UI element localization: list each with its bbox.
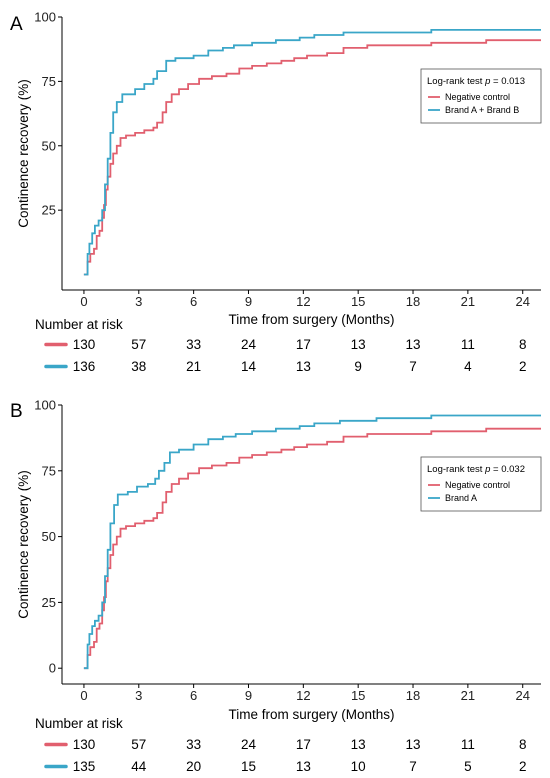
risk-value: 9: [354, 359, 362, 374]
risk-value: 8: [519, 737, 527, 752]
legend-entry: Negative control: [445, 480, 510, 490]
risk-value: 17: [296, 337, 311, 352]
risk-value: 57: [131, 737, 146, 752]
risk-value: 7: [409, 359, 417, 374]
y-tick-label: 0: [49, 661, 56, 676]
x-tick-label: 6: [190, 688, 197, 703]
x-tick-label: 9: [245, 688, 252, 703]
legend-title-p: p: [484, 76, 490, 87]
risk-value: 135: [73, 759, 96, 774]
risk-value: 17: [296, 737, 311, 752]
y-tick-label: 100: [34, 10, 56, 25]
legend: Log-rank test p = 0.032 Negative control B…: [420, 456, 542, 512]
risk-value: 11: [461, 737, 475, 752]
risk-value: 44: [131, 759, 147, 774]
legend-title-prefix: Log-rank test: [427, 76, 485, 87]
y-tick-label: 75: [42, 463, 56, 478]
legend-title: Log-rank test p = 0.032: [427, 464, 525, 475]
panel-label: B: [10, 401, 23, 422]
risk-table-title: Number at risk: [35, 317, 123, 332]
x-tick-label: 0: [80, 688, 87, 703]
risk-value: 20: [186, 759, 201, 774]
y-axis-label: Continence recovery (%): [16, 79, 31, 228]
risk-value: 24: [241, 337, 257, 352]
x-tick-label: 6: [190, 294, 197, 309]
y-tick-label: 50: [42, 529, 56, 544]
risk-value: 4: [464, 359, 472, 374]
x-axis-label: Time from surgery (Months): [228, 312, 394, 327]
risk-value: 8: [519, 337, 527, 352]
x-tick-label: 15: [351, 294, 365, 309]
legend-title-p: p: [484, 464, 490, 475]
x-tick-label: 9: [245, 294, 252, 309]
risk-value: 38: [131, 359, 146, 374]
y-axis-label: Continence recovery (%): [16, 470, 31, 619]
risk-value: 130: [73, 337, 96, 352]
legend-entry: Negative control: [445, 92, 510, 102]
y-tick-label: 25: [42, 595, 56, 610]
x-axis-label: Time from surgery (Months): [228, 707, 394, 722]
risk-value: 11: [461, 337, 475, 352]
legend-title-prefix: Log-rank test: [427, 464, 485, 475]
x-tick-label: 15: [351, 688, 365, 703]
legend-box: [420, 456, 542, 512]
y-tick-label: 25: [42, 203, 56, 218]
legend-title-suffix: = 0.032: [490, 464, 525, 475]
legend-entry: Brand A + Brand B: [445, 105, 519, 115]
x-tick-label: 21: [461, 688, 475, 703]
y-tick-label: 50: [42, 138, 56, 153]
x-tick-label: 12: [296, 688, 310, 703]
risk-value: 13: [351, 737, 366, 752]
x-tick-label: 21: [461, 294, 475, 309]
risk-value: 2: [519, 359, 527, 374]
x-tick-label: 24: [515, 688, 529, 703]
legend-entry: Brand A: [445, 493, 477, 503]
risk-value: 5: [464, 759, 472, 774]
x-tick-label: 0: [80, 294, 87, 309]
risk-value: 13: [406, 337, 421, 352]
risk-table-title: Number at risk: [35, 716, 123, 731]
legend-title: Log-rank test p = 0.013: [427, 76, 525, 87]
risk-value: 2: [519, 759, 527, 774]
y-tick-label: 100: [34, 398, 56, 413]
risk-value: 33: [186, 737, 201, 752]
risk-value: 33: [186, 337, 201, 352]
x-tick-label: 12: [296, 294, 310, 309]
risk-value: 57: [131, 337, 146, 352]
y-tick-label: 75: [42, 74, 56, 89]
panel-label: A: [10, 14, 23, 35]
risk-value: 24: [241, 737, 257, 752]
x-tick-label: 3: [135, 294, 142, 309]
risk-value: 21: [186, 359, 201, 374]
risk-value: 13: [296, 359, 311, 374]
x-tick-label: 3: [135, 688, 142, 703]
series-line-brand: [83, 414, 541, 670]
series-line-brand: [83, 29, 541, 276]
risk-value: 10: [351, 759, 366, 774]
legend-box: [420, 68, 542, 124]
risk-value: 13: [296, 759, 311, 774]
risk-value: 136: [73, 359, 96, 374]
x-tick-label: 18: [406, 688, 420, 703]
legend-title-suffix: = 0.013: [490, 76, 525, 87]
risk-value: 13: [351, 337, 366, 352]
risk-value: 14: [241, 359, 257, 374]
legend: Log-rank test p = 0.013 Negative control B…: [420, 68, 542, 124]
x-tick-label: 24: [515, 294, 529, 309]
risk-value: 130: [73, 737, 96, 752]
risk-value: 7: [409, 759, 417, 774]
risk-value: 13: [406, 737, 421, 752]
risk-value: 15: [241, 759, 256, 774]
x-tick-label: 18: [406, 294, 420, 309]
